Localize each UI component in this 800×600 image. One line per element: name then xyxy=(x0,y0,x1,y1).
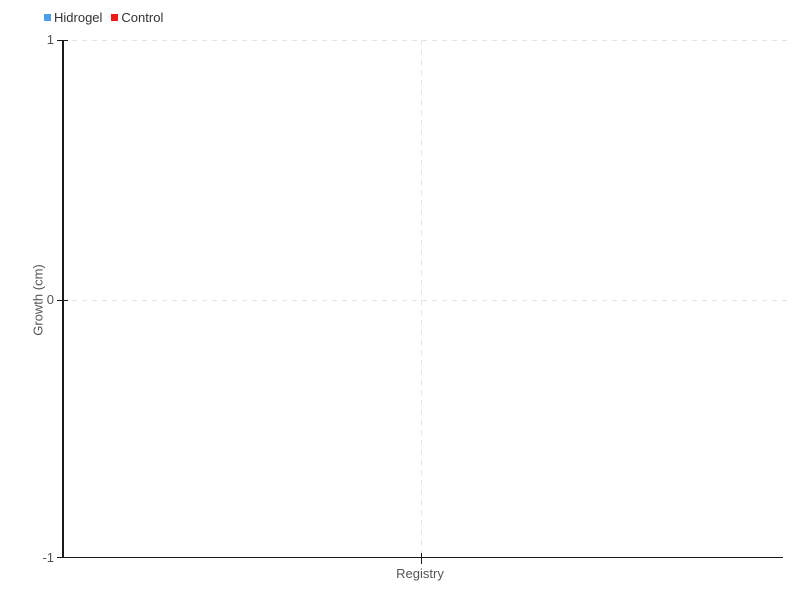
gridline-y-1 xyxy=(62,40,790,41)
y-tick-0 xyxy=(56,299,68,301)
gridline-x-center xyxy=(421,40,422,558)
y-tick-1 xyxy=(56,39,68,41)
y-tick-label-neg1: -1 xyxy=(42,550,54,565)
legend-swatch-hidrogel-icon xyxy=(44,14,51,21)
y-axis-line xyxy=(62,40,64,558)
legend-swatch-control-icon xyxy=(111,14,119,21)
gridline-y-0 xyxy=(62,300,790,301)
legend-item-hidrogel[interactable]: Hidrogel xyxy=(44,10,102,25)
y-tick-label-0: 0 xyxy=(46,292,54,307)
plot-area xyxy=(56,39,790,564)
legend-item-control[interactable]: Control xyxy=(111,10,163,25)
x-tick-center xyxy=(420,552,422,564)
chart-legend: Hidrogel Control xyxy=(44,10,163,25)
legend-label-hidrogel: Hidrogel xyxy=(54,10,103,25)
legend-label-control: Control xyxy=(121,10,164,25)
y-axis-title: Growth (cm) xyxy=(30,264,46,336)
y-tick-label-1: 1 xyxy=(46,32,54,47)
x-axis-line xyxy=(62,556,783,558)
y-tick-neg1 xyxy=(56,556,68,558)
x-tick-label-registry: Registry xyxy=(396,566,444,581)
